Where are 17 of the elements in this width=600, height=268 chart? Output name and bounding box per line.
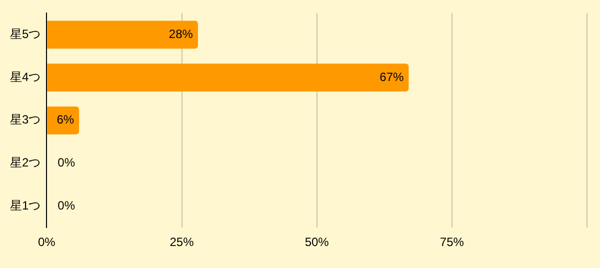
data-label: 67%: [380, 70, 404, 84]
data-label: 0%: [58, 156, 76, 170]
y-tick-label: 星2つ: [10, 156, 41, 170]
y-tick-label: 星3つ: [10, 112, 41, 127]
x-tick-label: 25%: [170, 235, 194, 250]
y-tick-label: 星5つ: [10, 26, 41, 41]
x-tick-label: 0%: [38, 235, 56, 250]
data-label: 6%: [56, 112, 74, 127]
bar: [47, 64, 409, 92]
bar: [47, 106, 80, 134]
y-tick-label: 星4つ: [10, 70, 41, 84]
y-tick-label: 星1つ: [10, 198, 41, 212]
bar: [47, 20, 198, 49]
x-tick-label: 75%: [440, 235, 464, 250]
x-tick-label: 50%: [304, 235, 330, 250]
data-label: 0%: [58, 198, 76, 212]
data-label: 28%: [168, 26, 194, 41]
